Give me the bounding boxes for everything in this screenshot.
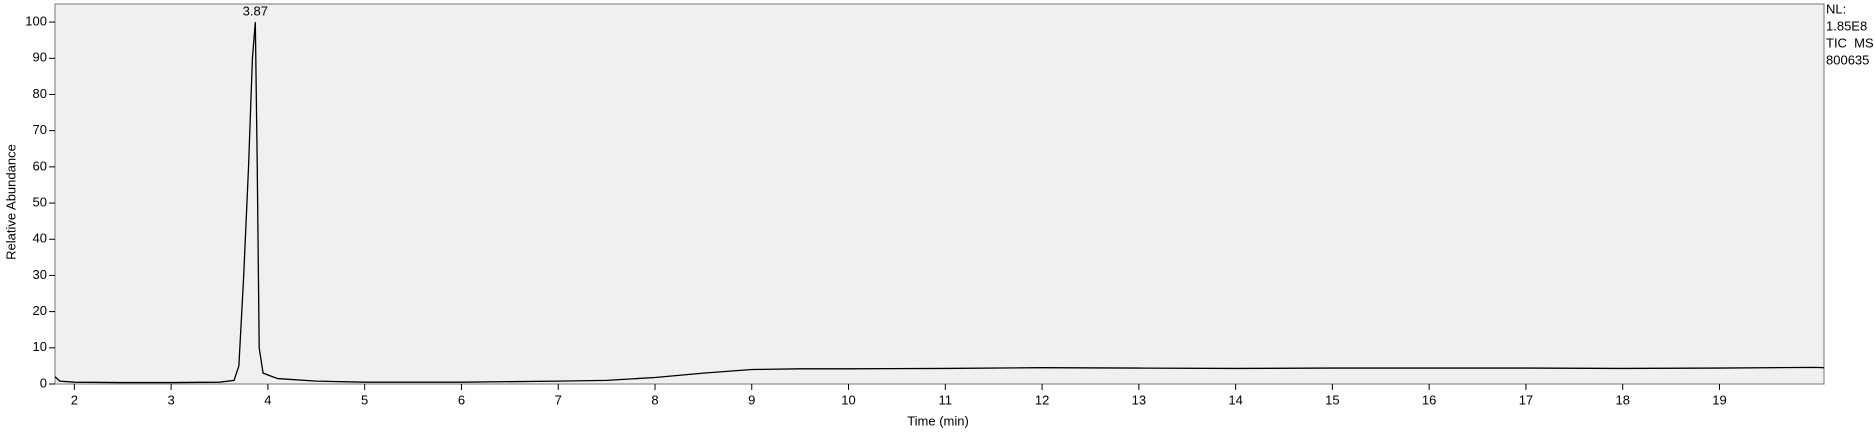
y-tick-label: 70 (33, 122, 47, 137)
side-note: NL: (1826, 1, 1846, 16)
x-tick-label: 13 (1132, 392, 1146, 407)
x-tick-label: 18 (1615, 392, 1629, 407)
y-tick-label: 90 (33, 50, 47, 65)
y-tick-label: 0 (40, 375, 47, 390)
x-tick-label: 10 (841, 392, 855, 407)
x-tick-label: 15 (1325, 392, 1339, 407)
y-tick-label: 100 (25, 14, 47, 29)
x-tick-label: 17 (1519, 392, 1533, 407)
x-tick-label: 11 (939, 392, 953, 407)
x-tick-label: 5 (361, 392, 368, 407)
y-tick-label: 10 (33, 339, 47, 354)
y-tick-label: 30 (33, 267, 47, 282)
x-tick-label: 14 (1228, 392, 1242, 407)
side-note: 1.85E8 (1826, 18, 1867, 33)
x-tick-label: 6 (458, 392, 465, 407)
y-tick-label: 80 (33, 86, 47, 101)
trace (54, 22, 1825, 384)
x-tick-label: 19 (1712, 392, 1726, 407)
x-tick-label: 16 (1422, 392, 1436, 407)
x-tick-label: 3 (168, 392, 175, 407)
plot-area (54, 3, 1825, 385)
x-tick-label: 4 (264, 392, 271, 407)
x-tick-label: 7 (555, 392, 562, 407)
y-tick-label: 60 (33, 158, 47, 173)
x-tick-label: 12 (1035, 392, 1049, 407)
x-tick-label: 9 (748, 392, 755, 407)
y-axis-label: Relative Abundance (3, 144, 18, 260)
x-tick-label: 2 (71, 392, 78, 407)
x-axis-label: Time (min) (907, 413, 969, 428)
side-note: TIC MS (1826, 35, 1874, 50)
y-tick-label: 20 (33, 303, 47, 318)
y-tick-label: 40 (33, 231, 47, 246)
side-note: 800635 (1826, 52, 1869, 67)
x-tick-label: 8 (651, 392, 658, 407)
y-tick-label: 50 (33, 194, 47, 209)
peak-label: 3.87 (243, 4, 268, 19)
